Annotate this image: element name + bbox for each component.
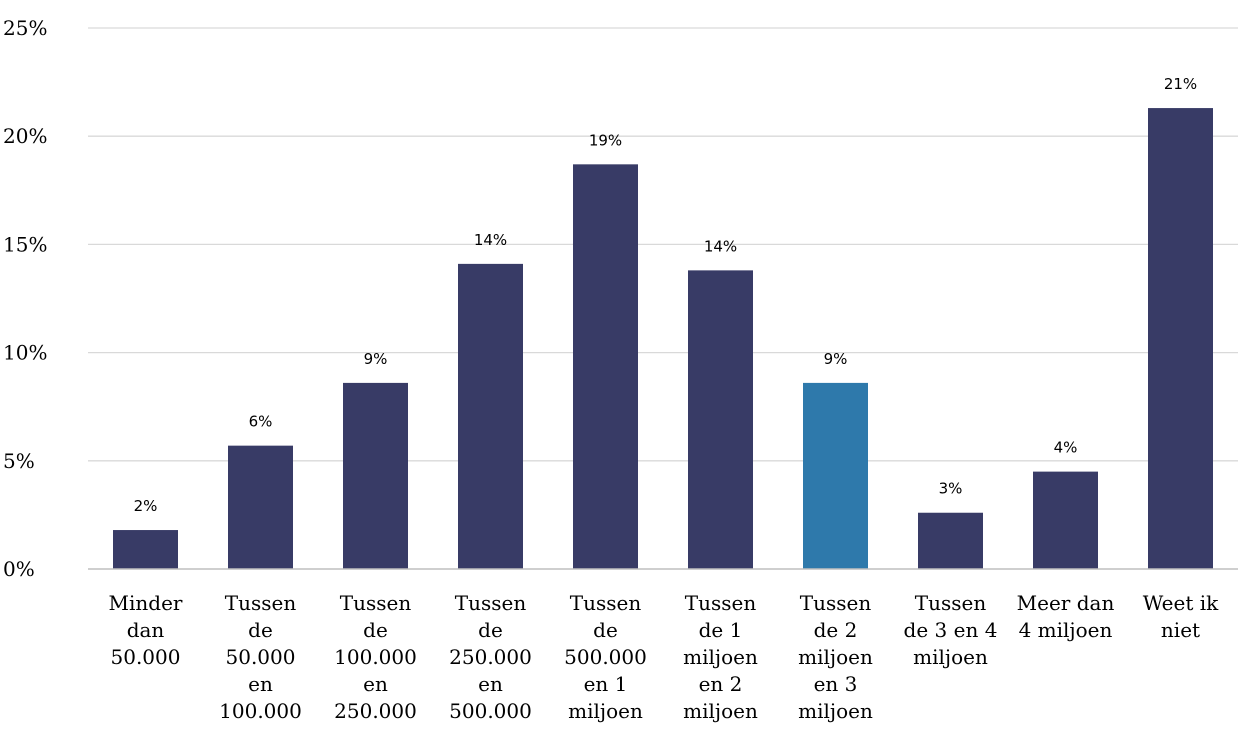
x-axis: Minder dan 50.000 Tussen de 50.000 en 100.000 Tu… (88, 568, 1238, 723)
x-tick-label: Weet ik niet (1143, 591, 1219, 642)
x-tick-label: Meer dan 4 miljoen (1017, 591, 1115, 642)
data-label: 14% (704, 237, 737, 255)
gridlines (88, 27, 1238, 462)
y-tick-label: 0% (3, 557, 35, 581)
bar (1033, 471, 1098, 569)
bar (228, 445, 293, 569)
bar (918, 512, 983, 569)
x-tick-label: Tussen de 50.000 en 100.000 (219, 591, 302, 723)
data-label: 9% (364, 350, 388, 368)
bar (688, 270, 753, 569)
data-label: 19% (589, 131, 622, 149)
x-tick-label: Tussen de 500.000 en 1 miljoen (564, 591, 647, 723)
data-label: 14% (474, 231, 507, 249)
x-tick-label: Tussen de 2 miljoen en 3 miljoen (798, 591, 873, 723)
x-tick-label: Tussen de 3 en 4 miljoen (904, 591, 998, 669)
y-tick-label: 10% (3, 341, 47, 365)
y-tick-label: 25% (3, 16, 47, 40)
bars (113, 108, 1213, 570)
data-labels: 2% 6% 9% 14% 19% 14% 9% 3% 4% 21% (134, 75, 1198, 515)
data-label: 3% (939, 480, 963, 498)
data-label: 9% (824, 350, 848, 368)
y-tick-label: 20% (3, 124, 47, 148)
bar (573, 164, 638, 569)
bar (1148, 108, 1213, 570)
data-label: 6% (249, 413, 273, 431)
bar (113, 530, 178, 569)
bar (343, 382, 408, 569)
y-tick-label: 5% (3, 449, 35, 473)
x-tick-label: Tussen de 1 miljoen en 2 miljoen (683, 591, 758, 723)
data-label: 2% (134, 497, 158, 515)
y-tick-label: 15% (3, 232, 47, 256)
x-tick-label: Tussen de 100.000 en 250.000 (334, 591, 417, 723)
data-label: 4% (1054, 439, 1078, 457)
x-tick-label: Tussen de 250.000 en 500.000 (449, 591, 532, 723)
y-axis: 0% 5% 10% 15% 20% 25% (3, 16, 47, 581)
x-tick-label: Minder dan 50.000 (109, 591, 183, 669)
bar (458, 263, 523, 569)
data-label: 21% (1164, 75, 1197, 93)
bar (803, 382, 868, 569)
